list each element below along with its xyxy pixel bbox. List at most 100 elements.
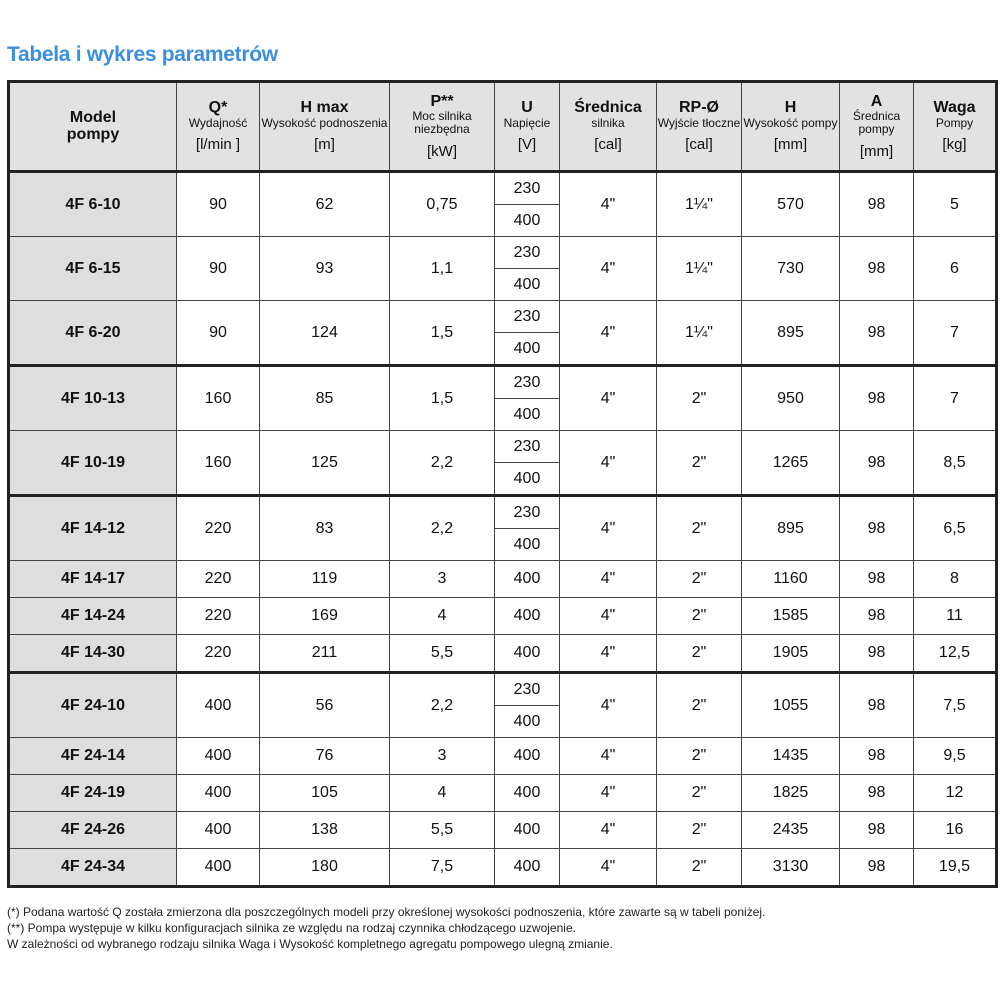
cell-a: 98 xyxy=(839,300,914,366)
cell-a: 98 xyxy=(839,774,914,812)
column-header: H Wysokość pompy [mm] xyxy=(741,81,840,172)
cell-hp: 1905 xyxy=(741,634,840,673)
cell-hp: 1160 xyxy=(741,560,840,598)
voltage-cell: 230 xyxy=(494,170,560,205)
voltage-cell: 400 xyxy=(494,737,560,775)
cell-a: 98 xyxy=(839,494,914,561)
cell-w: 5 xyxy=(913,170,997,237)
cell-rp: 2" xyxy=(656,560,742,598)
cell-h: 76 xyxy=(259,737,390,775)
cell-q: 160 xyxy=(176,364,260,431)
table-row: 4F 24-19 400 105 4 400 4" 2" 1825 98 12 xyxy=(8,774,997,812)
model-cell: 4F 24-14 xyxy=(8,737,177,775)
table-subrow: 400 xyxy=(9,705,997,738)
cell-d: 4" xyxy=(559,811,657,849)
column-header-unit: [kg] xyxy=(942,136,967,154)
voltage-cell: 230 xyxy=(494,430,560,463)
footnote: (*) Podana wartość Q została zmierzona d… xyxy=(7,905,766,919)
cell-hp: 1825 xyxy=(741,774,840,812)
cell-a: 98 xyxy=(839,671,914,738)
model-cell: 4F 6-10 xyxy=(8,170,177,237)
parameters-table: Model pompy Q* Wydajność [l/min ] H max Wysok… xyxy=(7,80,998,888)
cell-a: 98 xyxy=(839,634,914,673)
voltage-cell: 400 xyxy=(494,848,560,887)
cell-w: 8,5 xyxy=(913,430,997,496)
column-header: U Napięcie [V] xyxy=(494,81,560,172)
table-row: 4F 14-17 220 119 3 400 4" 2" 1160 98 8 xyxy=(8,560,997,598)
table-row: 4F 10-13 160 85 1,5 230 4" 2" 950 98 7 xyxy=(8,364,997,431)
cell-h: 93 xyxy=(259,236,390,301)
cell-q: 400 xyxy=(176,737,260,775)
cell-h: 119 xyxy=(259,560,390,598)
cell-d: 4" xyxy=(559,494,657,561)
table-subrow: 400 xyxy=(9,268,997,301)
table-subrow: 400 xyxy=(9,462,997,496)
column-header: Q* Wydajność [l/min ] xyxy=(176,81,260,172)
column-header: A Średnica pompy [mm] xyxy=(839,81,914,172)
cell-hp: 895 xyxy=(741,494,840,561)
model-cell: 4F 24-19 xyxy=(8,774,177,812)
column-header-unit: [m] xyxy=(314,136,335,154)
cell-hp: 1435 xyxy=(741,737,840,775)
model-cell: 4F 14-24 xyxy=(8,597,177,635)
cell-h: 105 xyxy=(259,774,390,812)
cell-d: 4" xyxy=(559,170,657,237)
cell-h: 56 xyxy=(259,671,390,738)
cell-h: 125 xyxy=(259,430,390,496)
voltage-cell: 400 xyxy=(494,811,560,849)
voltage-cell: 400 xyxy=(494,705,560,738)
model-cell: 4F 24-34 xyxy=(8,848,177,887)
column-header-subtitle: Wydajność xyxy=(188,115,248,130)
column-header-subtitle: silnika xyxy=(591,115,625,130)
cell-w: 16 xyxy=(913,811,997,849)
cell-h: 83 xyxy=(259,494,390,561)
table-row: 4F 14-24 220 169 4 400 4" 2" 1585 98 11 xyxy=(8,597,997,635)
column-header-title: Model pompy xyxy=(66,108,120,143)
cell-hp: 570 xyxy=(741,170,840,237)
column-header: H max Wysokość podnoszenia [m] xyxy=(259,81,390,172)
cell-h: 180 xyxy=(259,848,390,887)
cell-q: 400 xyxy=(176,671,260,738)
cell-w: 9,5 xyxy=(913,737,997,775)
cell-w: 7 xyxy=(913,364,997,431)
cell-a: 98 xyxy=(839,364,914,431)
voltage-cell: 400 xyxy=(494,597,560,635)
cell-q: 90 xyxy=(176,170,260,237)
column-header-subtitle: Pompy xyxy=(935,115,974,130)
voltage-cell: 230 xyxy=(494,364,560,399)
column-header-subtitle: Wysokość podnoszenia xyxy=(261,115,388,130)
cell-q: 90 xyxy=(176,300,260,366)
cell-q: 220 xyxy=(176,494,260,561)
cell-d: 4" xyxy=(559,634,657,673)
cell-p: 7,5 xyxy=(389,848,495,887)
cell-a: 98 xyxy=(839,560,914,598)
voltage-cell: 230 xyxy=(494,236,560,269)
cell-hp: 3130 xyxy=(741,848,840,887)
voltage-cell: 400 xyxy=(494,332,560,366)
cell-a: 98 xyxy=(839,170,914,237)
cell-q: 400 xyxy=(176,848,260,887)
cell-a: 98 xyxy=(839,236,914,301)
table-row: 4F 6-15 90 93 1,1 230 4" 1¼" 730 98 6 xyxy=(8,236,997,301)
model-cell: 4F 14-30 xyxy=(8,634,177,673)
cell-q: 220 xyxy=(176,597,260,635)
cell-w: 7 xyxy=(913,300,997,366)
cell-a: 98 xyxy=(839,737,914,775)
model-cell: 4F 6-20 xyxy=(8,300,177,366)
column-header-subtitle: Wysokość pompy xyxy=(743,115,838,130)
model-cell: 4F 24-10 xyxy=(8,671,177,738)
column-header-title: RP-Ø xyxy=(679,98,719,116)
cell-rp: 1¼" xyxy=(656,300,742,366)
cell-hp: 1055 xyxy=(741,671,840,738)
cell-h: 169 xyxy=(259,597,390,635)
voltage-cell: 400 xyxy=(494,560,560,598)
cell-a: 98 xyxy=(839,597,914,635)
cell-d: 4" xyxy=(559,597,657,635)
voltage-cell: 230 xyxy=(494,671,560,706)
voltage-cell: 400 xyxy=(494,462,560,496)
cell-p: 1,5 xyxy=(389,300,495,366)
cell-w: 6,5 xyxy=(913,494,997,561)
cell-rp: 2" xyxy=(656,364,742,431)
cell-hp: 1265 xyxy=(741,430,840,496)
table-row: 4F 14-30 220 211 5,5 400 4" 2" 1905 98 12,5 xyxy=(8,634,997,673)
